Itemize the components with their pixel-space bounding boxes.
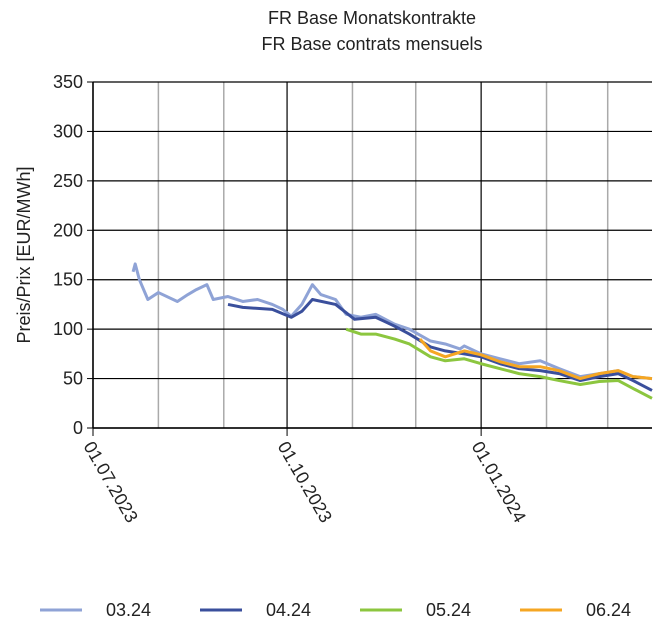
y-tick-label: 50 <box>63 369 83 389</box>
x-tick-label: 01.07.2023 <box>80 438 142 526</box>
y-tick-label: 350 <box>53 72 83 92</box>
series-line <box>131 262 653 381</box>
series-line <box>227 297 653 392</box>
series-line <box>418 338 653 381</box>
y-axis-label: Preis/Prix [EUR/MWh] <box>14 166 34 343</box>
y-tick-label: 100 <box>53 319 83 339</box>
legend-label: 06.24 <box>586 600 631 620</box>
legend-label: 03.24 <box>106 600 151 620</box>
x-tick-label: 01.10.2023 <box>274 438 336 526</box>
legend-label: 05.24 <box>426 600 471 620</box>
chart-title: FR Base Monatskontrakte <box>268 8 476 28</box>
legend-label: 04.24 <box>266 600 311 620</box>
y-tick-label: 200 <box>53 220 83 240</box>
x-tick-label: 01.01.2024 <box>468 438 530 526</box>
series-line <box>345 327 653 400</box>
y-tick-label: 250 <box>53 171 83 191</box>
y-tick-label: 0 <box>73 418 83 438</box>
chart-subtitle: FR Base contrats mensuels <box>261 34 482 54</box>
y-tick-label: 150 <box>53 270 83 290</box>
y-tick-label: 300 <box>53 121 83 141</box>
